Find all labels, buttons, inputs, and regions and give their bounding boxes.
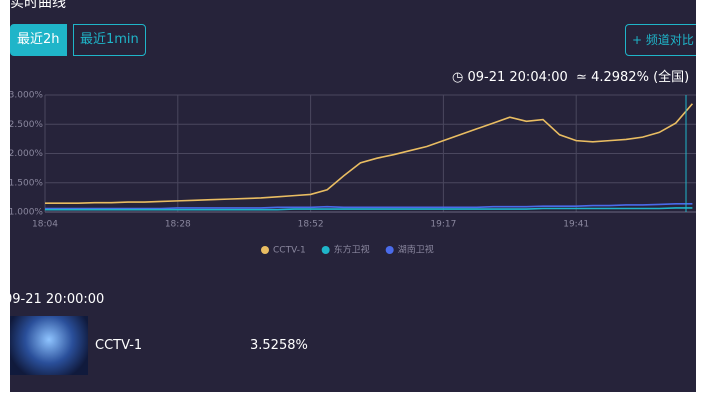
x-tick-label: 19:17 [430,220,456,230]
legend-marker [385,246,394,254]
info: ◷ 09-21 20:04:00 ≃ 4.2982% (全国) [452,66,689,85]
panel: 实时曲线 最近2h 最近1min + 频道对比 ◷ 09-21 20:04:00… [10,0,696,392]
y-tick-label: 1.000% [10,208,43,218]
title: 实时曲线 [10,0,66,11]
series-line [45,103,694,205]
legend-label: 东方卫视 [334,244,370,256]
series-line [45,207,693,211]
clock-icon: ◷ [452,70,464,85]
detail-channel: CCTV-1 [95,338,143,353]
tab[interactable]: 最近1min [73,24,146,56]
info-time: 09-21 20:04:00 [467,70,568,85]
x-tick-label: 18:52 [298,220,324,230]
chart: 1.000% 1.500% 2.000% 2.500% 3.000% 18:04 18:28… [10,91,696,256]
legend-label: 湖南卫视 [398,244,434,256]
detail-time: 09-21 20:00:00 [10,292,105,307]
legend-marker [261,246,269,254]
x-tick-label: 18:28 [165,220,191,230]
info-value: 4.2982% [591,70,649,85]
thumbnail [10,316,88,375]
legend-label: CCTV-1 [273,246,306,256]
y-tick-label: 1.500% [10,178,43,188]
detail-value: 3.5258% [250,338,308,353]
y-tick-label: 3.000% [10,91,43,101]
legend-marker [321,246,330,254]
info-scope: (全国) [653,70,690,85]
y-tick-label: 2.500% [10,120,43,130]
series-line [45,203,693,210]
compare-button[interactable]: + 频道对比 [625,24,696,56]
trend-icon: ≃ [571,70,587,85]
tab[interactable]: 最近2h [10,24,67,56]
x-tick-label: 18:04 [32,220,58,230]
x-tick-label: 19:41 [563,220,589,230]
y-tick-label: 2.000% [10,149,43,159]
